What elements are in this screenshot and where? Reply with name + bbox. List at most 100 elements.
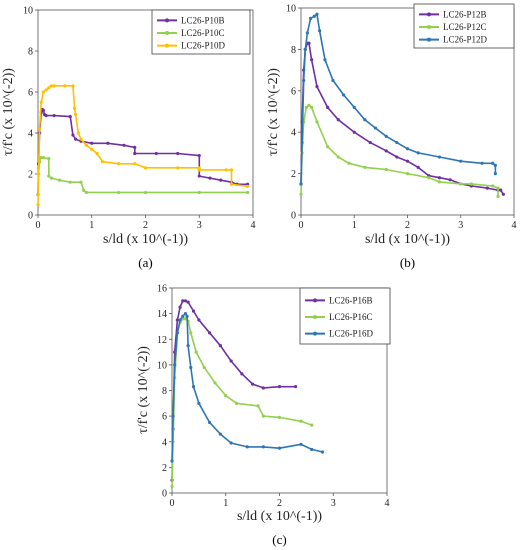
- data-point: [299, 419, 303, 423]
- chart-panel-b: 0 1 2 3 4 0 2 4 6 8 10 LC26-P12B LC26-P12C LC26-P12D s…: [266, 4, 517, 271]
- data-point: [183, 299, 188, 303]
- data-point: [208, 176, 212, 180]
- data-point: [171, 414, 175, 418]
- legend-marker: [427, 37, 431, 42]
- data-point: [437, 176, 442, 180]
- data-point: [347, 161, 351, 165]
- data-point: [213, 381, 217, 385]
- data-point: [47, 157, 51, 161]
- y-tick-label: 0: [162, 489, 167, 500]
- x-axis-label: s/ld (x 10^(-1)): [103, 232, 188, 247]
- data-point: [181, 314, 185, 318]
- data-point: [326, 145, 330, 149]
- data-point: [52, 113, 56, 118]
- data-point: [229, 441, 233, 445]
- y-tick-label: 6: [28, 88, 33, 99]
- data-point: [303, 47, 307, 52]
- data-point: [363, 118, 367, 122]
- legend-label: LC26-P12B: [443, 9, 487, 19]
- data-point: [307, 41, 311, 45]
- data-point: [133, 151, 137, 156]
- data-point: [71, 133, 75, 137]
- y-tick-label: 6: [291, 86, 296, 97]
- data-point: [191, 385, 196, 389]
- data-point: [234, 401, 239, 405]
- data-point: [310, 447, 314, 452]
- x-axis-label: s/ld (x 10^(-1)): [365, 232, 450, 247]
- data-point: [352, 130, 356, 134]
- data-point: [143, 190, 148, 195]
- data-point: [336, 118, 340, 122]
- y-tick-label: 16: [157, 284, 167, 295]
- data-point: [308, 16, 313, 20]
- y-tick-label: 4: [28, 129, 33, 140]
- data-point: [261, 386, 265, 390]
- data-point: [405, 147, 410, 151]
- data-point: [133, 145, 137, 149]
- legend-label: LC26-P10D: [181, 41, 226, 51]
- x-tick-label: 0: [170, 498, 175, 509]
- x-tick-label: 3: [331, 498, 336, 509]
- data-point: [318, 29, 322, 33]
- data-point: [208, 331, 212, 335]
- data-point: [448, 178, 452, 182]
- x-tick-label: 4: [512, 220, 517, 231]
- y-tick-label: 8: [291, 45, 296, 56]
- legend-marker: [165, 43, 169, 48]
- data-point: [312, 14, 316, 18]
- data-point: [496, 186, 500, 190]
- x-axis-label: s/ld (x 10^(-1)): [237, 509, 322, 524]
- data-point: [245, 445, 249, 449]
- data-point: [84, 190, 88, 195]
- data-point: [76, 131, 80, 135]
- x-tick-label: 4: [385, 498, 390, 509]
- data-point: [299, 442, 303, 446]
- data-point: [74, 137, 78, 141]
- data-point: [323, 58, 327, 62]
- data-point: [57, 178, 62, 182]
- data-point: [49, 84, 54, 88]
- y-tick-label: 0: [28, 211, 33, 222]
- data-point: [302, 78, 306, 83]
- data-point: [41, 90, 45, 94]
- data-point: [191, 309, 196, 313]
- data-point: [197, 168, 201, 172]
- data-point: [485, 186, 489, 190]
- data-point: [310, 105, 314, 109]
- data-point: [170, 459, 174, 463]
- y-tick-label: 4: [291, 128, 296, 139]
- data-point: [90, 147, 94, 151]
- data-point: [79, 180, 83, 184]
- y-axis-label: τ/f'c (x 10^(-2)): [266, 68, 281, 156]
- y-tick-label: 6: [162, 412, 167, 423]
- data-point: [261, 445, 265, 449]
- data-point: [133, 162, 137, 166]
- data-point: [74, 112, 78, 117]
- data-point: [395, 140, 399, 145]
- data-point: [277, 446, 282, 450]
- data-point: [197, 401, 201, 405]
- data-point: [197, 174, 201, 178]
- data-point: [49, 176, 54, 180]
- data-point: [261, 414, 265, 418]
- legend-label: LC26-P10B: [181, 15, 225, 25]
- data-point: [39, 156, 43, 160]
- data-point: [189, 365, 193, 370]
- legend-marker: [165, 18, 169, 23]
- series-line-lc26-p16b: [171, 299, 296, 481]
- data-point: [72, 106, 77, 110]
- data-point: [384, 134, 388, 138]
- data-point: [175, 331, 179, 335]
- data-point: [307, 103, 311, 107]
- legend-label: LC26-P12C: [443, 22, 487, 32]
- data-point: [208, 420, 212, 425]
- data-point: [416, 165, 420, 169]
- data-point: [246, 190, 250, 195]
- data-point: [219, 178, 223, 182]
- data-point: [496, 194, 500, 198]
- data-point: [84, 143, 88, 147]
- data-point: [117, 190, 121, 195]
- data-point: [186, 344, 190, 348]
- data-point: [299, 182, 303, 186]
